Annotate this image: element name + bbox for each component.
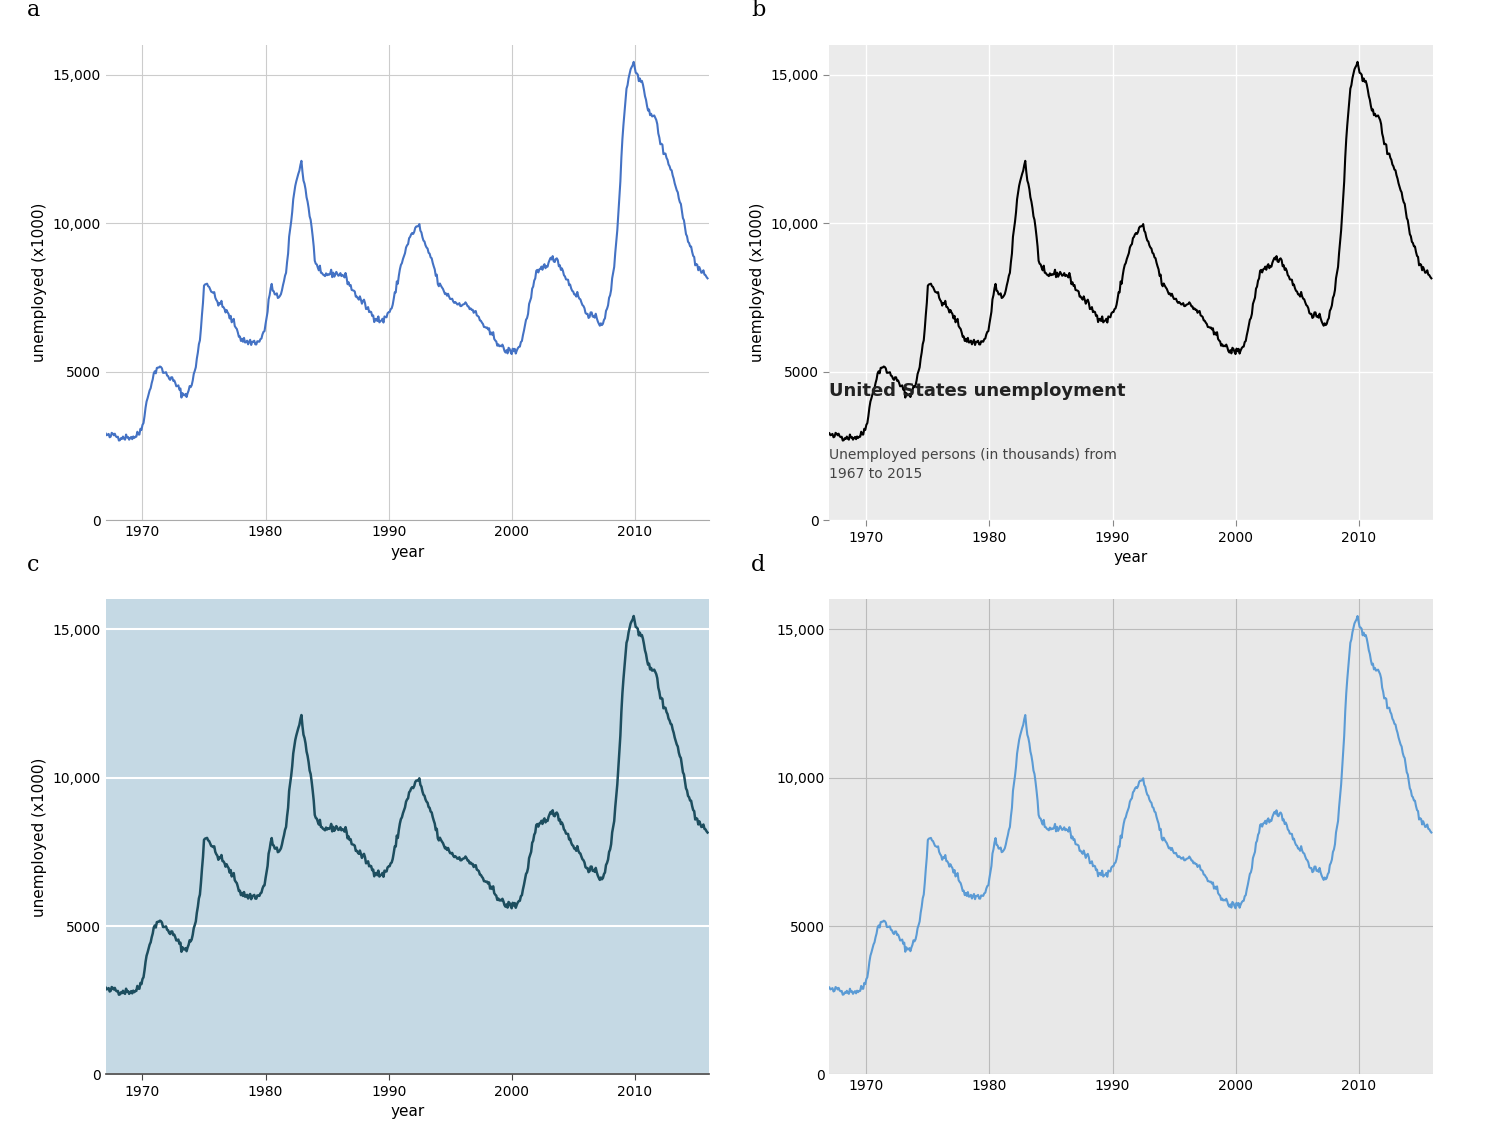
Text: c: c [27, 554, 39, 576]
Text: b: b [751, 0, 766, 21]
Y-axis label: unemployed (x1000): unemployed (x1000) [32, 758, 47, 916]
Y-axis label: unemployed (x1000): unemployed (x1000) [749, 204, 765, 362]
Y-axis label: unemployed (x1000): unemployed (x1000) [32, 204, 47, 362]
X-axis label: year: year [391, 545, 424, 560]
X-axis label: year: year [391, 1105, 424, 1120]
Text: United States unemployment: United States unemployment [829, 382, 1126, 400]
Text: a: a [27, 0, 41, 21]
X-axis label: year: year [1114, 551, 1148, 566]
Text: d: d [751, 554, 766, 576]
Text: Unemployed persons (in thousands) from
1967 to 2015: Unemployed persons (in thousands) from 1… [829, 448, 1117, 481]
